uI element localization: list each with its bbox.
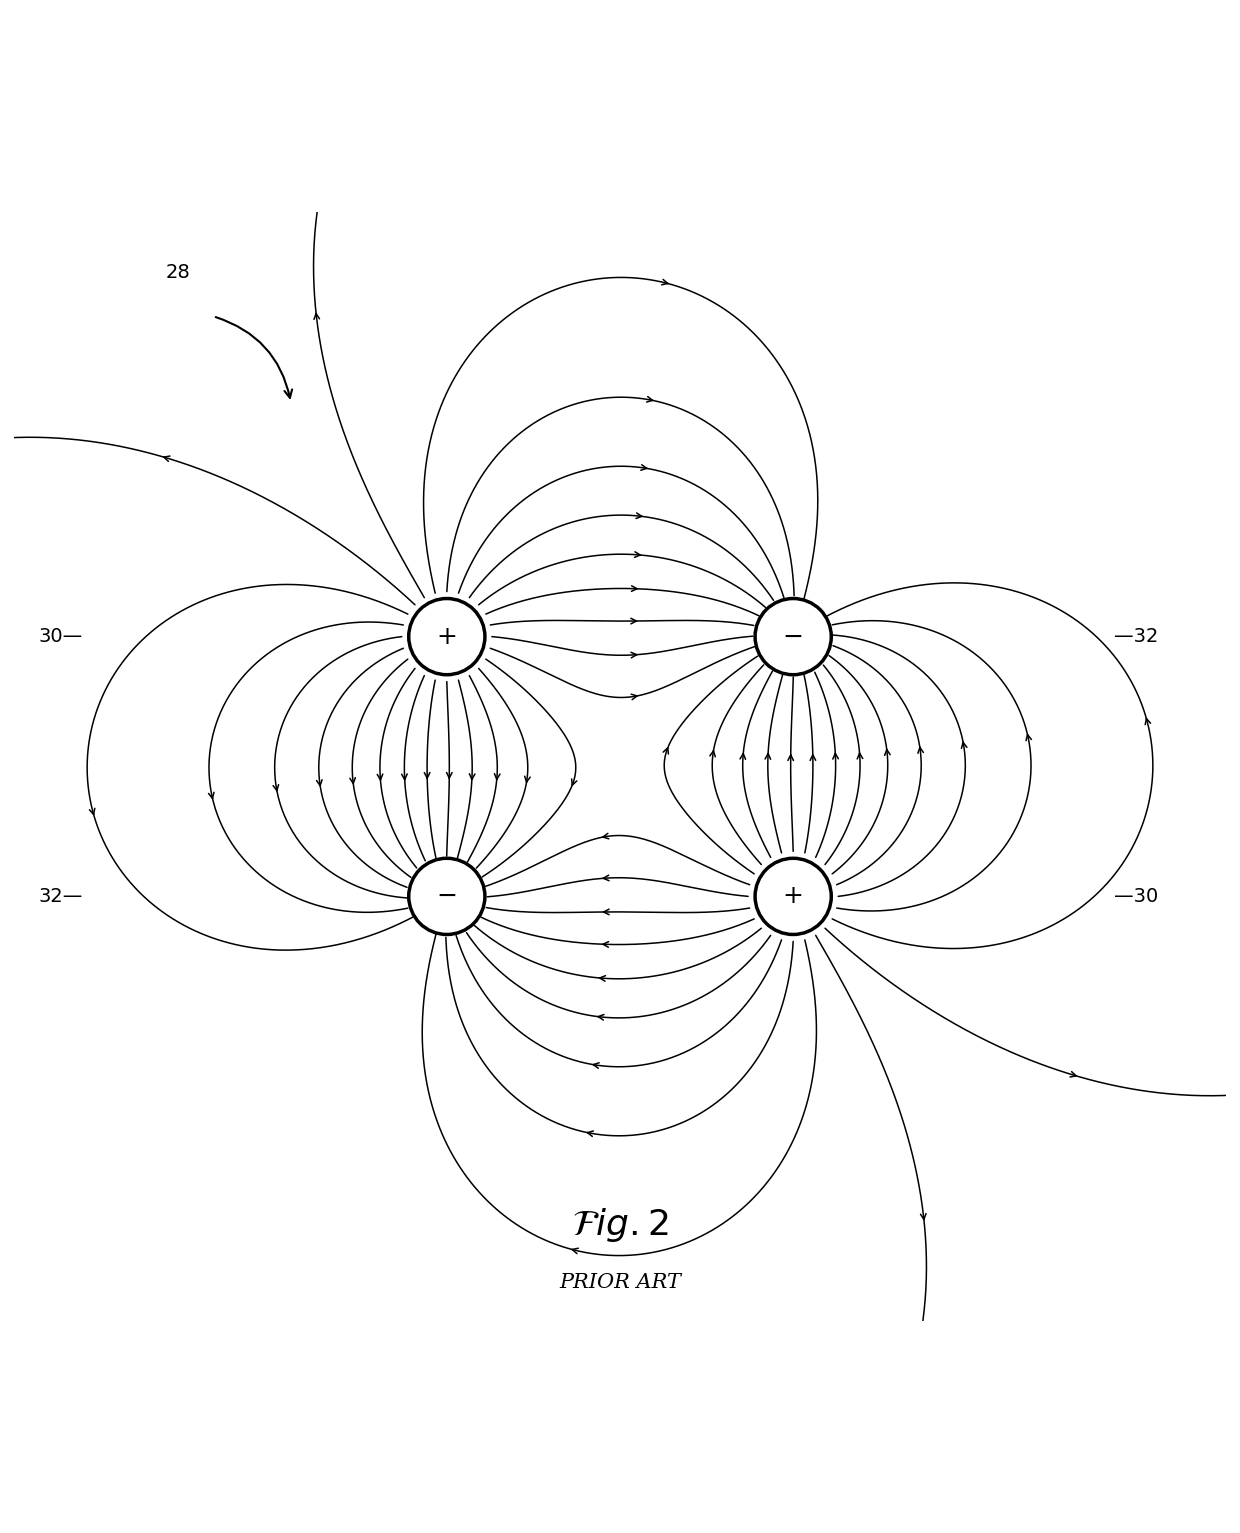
Circle shape xyxy=(755,858,831,935)
Text: 30—: 30— xyxy=(38,627,83,645)
Text: —32: —32 xyxy=(1114,627,1158,645)
Text: +: + xyxy=(436,624,458,648)
Text: $\mathcal{F}$$\it{ig. 2}$: $\mathcal{F}$$\it{ig. 2}$ xyxy=(572,1206,668,1245)
Circle shape xyxy=(409,858,485,935)
Text: −: − xyxy=(782,624,804,648)
Text: PRIOR ART: PRIOR ART xyxy=(559,1272,681,1292)
Text: +: + xyxy=(782,885,804,909)
Text: —30: —30 xyxy=(1114,888,1158,906)
Text: 28: 28 xyxy=(166,264,191,282)
Circle shape xyxy=(755,598,831,675)
Text: −: − xyxy=(436,885,458,909)
Text: 32—: 32— xyxy=(38,888,83,906)
Circle shape xyxy=(409,598,485,675)
